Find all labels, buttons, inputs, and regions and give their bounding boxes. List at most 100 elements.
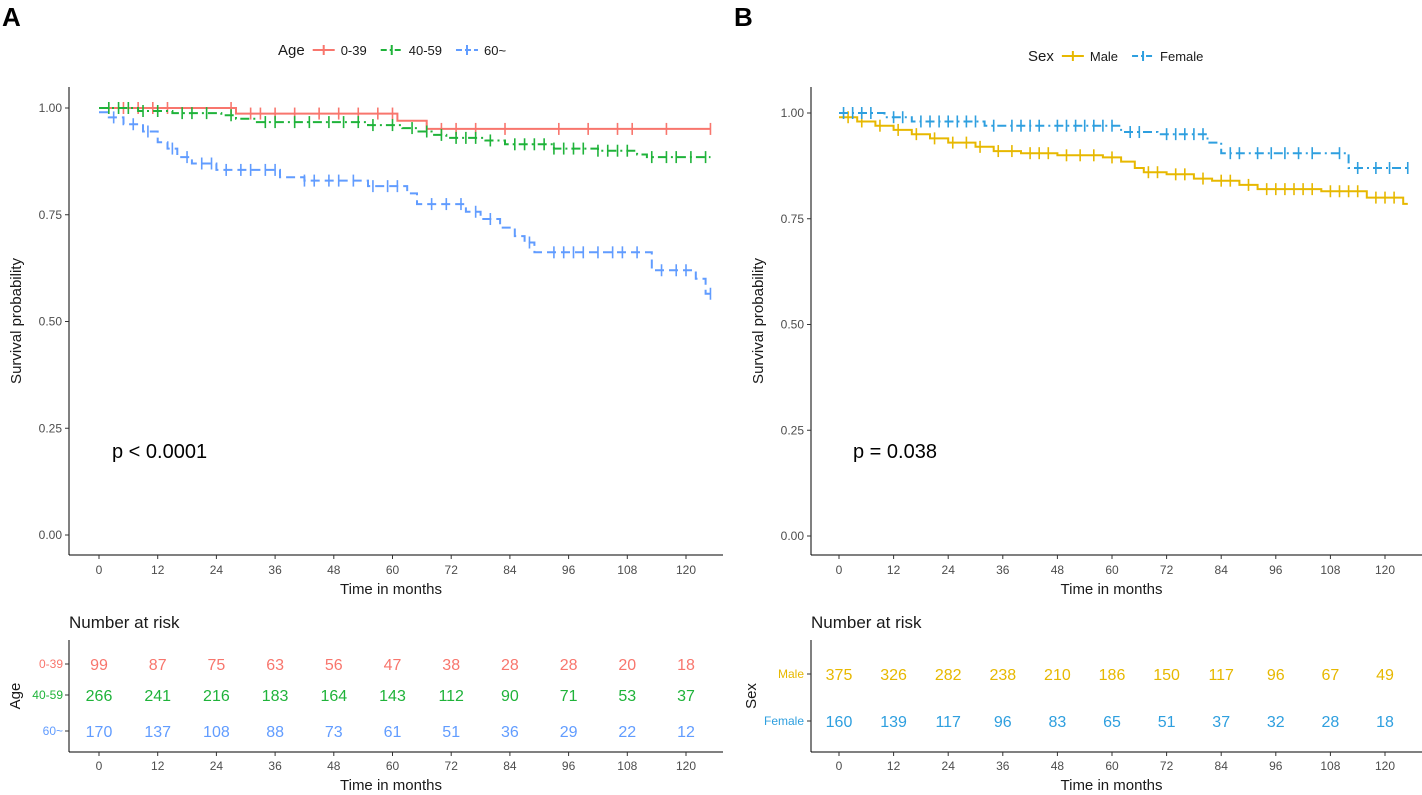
y-tick-label: 0.25	[781, 423, 805, 437]
risk-x-tick-label: 120	[1375, 759, 1395, 773]
x-tick-label: 72	[1160, 563, 1174, 577]
risk-table-title: Number at risk	[69, 613, 180, 632]
risk-x-tick-label: 24	[942, 759, 956, 773]
legend-key-40-59	[380, 45, 403, 55]
y-axis-title: Survival probability	[8, 258, 25, 384]
survival-curve	[839, 112, 1408, 169]
risk-value: 164	[320, 688, 347, 705]
x-tick-label: 36	[996, 563, 1010, 577]
x-tick-label: 60	[1105, 563, 1119, 577]
risk-value: 28	[560, 657, 578, 674]
risk-x-axis-title: Time in months	[340, 777, 442, 794]
risk-x-tick-label: 120	[676, 759, 696, 773]
risk-table: Number at risk Age 0-39 99 87 75 63 56 47 38 28 28 2…	[7, 613, 723, 794]
x-tick-label: 12	[887, 563, 901, 577]
x-tick-label: 0	[96, 563, 103, 577]
panel-letter: B	[734, 2, 753, 32]
legend-label: 40-59	[409, 43, 442, 58]
risk-row-label: 0-39	[39, 657, 63, 671]
risk-x-tick-label: 72	[445, 759, 459, 773]
risk-value: 326	[880, 667, 907, 684]
risk-x-tick-label: 12	[151, 759, 165, 773]
risk-x-tick-label: 108	[617, 759, 637, 773]
risk-x-tick-label: 0	[836, 759, 843, 773]
series-0-39	[99, 102, 712, 135]
risk-value: 139	[880, 714, 907, 731]
risk-value: 112	[438, 688, 464, 705]
y-tick-label: 0.00	[781, 529, 805, 543]
panel-letter: A	[2, 2, 21, 32]
legend-label: 0-39	[341, 43, 367, 58]
risk-value: 90	[501, 688, 519, 705]
risk-value: 96	[1267, 667, 1285, 684]
series-40-59	[99, 102, 711, 164]
series-female	[839, 107, 1409, 174]
risk-value: 186	[1099, 667, 1126, 684]
risk-x-axis-title: Time in months	[1061, 777, 1163, 794]
risk-row-label: Male	[778, 667, 804, 681]
x-tick-label: 72	[445, 563, 459, 577]
risk-value: 73	[325, 724, 343, 741]
risk-value: 108	[203, 724, 230, 741]
risk-value: 28	[501, 657, 519, 674]
y-tick-label: 0.75	[781, 212, 805, 226]
risk-x-tick-label: 24	[210, 759, 224, 773]
x-tick-label: 120	[1375, 563, 1395, 577]
legend-key-female	[1132, 51, 1155, 61]
survival-curve	[99, 111, 711, 295]
risk-value: 29	[560, 724, 578, 741]
risk-x-tick-label: 96	[1269, 759, 1283, 773]
risk-value: 83	[1049, 714, 1067, 731]
risk-value: 38	[442, 657, 460, 674]
risk-value: 241	[144, 688, 171, 705]
risk-value: 37	[677, 688, 695, 705]
survival-curve	[99, 107, 711, 159]
risk-value: 71	[560, 688, 578, 705]
legend: Age 0-39 40-59 60~	[278, 42, 506, 59]
legend-key-0-39	[312, 45, 335, 55]
x-tick-label: 120	[676, 563, 696, 577]
risk-value: 63	[266, 657, 284, 674]
risk-x-tick-label: 84	[1215, 759, 1229, 773]
y-axis-title: Survival probability	[750, 258, 767, 384]
risk-table: Number at risk Sex Male 375 326 282 238 210 186 1…	[743, 613, 1422, 794]
legend-key-60~	[455, 45, 478, 55]
risk-x-tick-label: 36	[268, 759, 282, 773]
risk-x-tick-label: 48	[327, 759, 341, 773]
survival-curve	[99, 107, 711, 130]
risk-x-tick-label: 48	[1051, 759, 1065, 773]
y-tick-label: 0.00	[39, 528, 63, 542]
y-tick-label: 1.00	[781, 106, 805, 120]
risk-value: 216	[203, 688, 230, 705]
y-tick-label: 0.25	[39, 421, 63, 435]
risk-value: 183	[262, 688, 289, 705]
risk-value: 51	[1158, 714, 1176, 731]
x-axis-title: Time in months	[1061, 581, 1163, 598]
risk-value: 47	[384, 657, 402, 674]
risk-value: 22	[618, 724, 636, 741]
x-tick-label: 60	[386, 563, 400, 577]
x-tick-label: 24	[942, 563, 956, 577]
risk-x-tick-label: 60	[1105, 759, 1119, 773]
risk-value: 53	[618, 688, 636, 705]
risk-value: 36	[501, 724, 519, 741]
x-tick-label: 96	[1269, 563, 1283, 577]
legend-label: Female	[1160, 49, 1203, 64]
risk-value: 12	[677, 724, 695, 741]
x-tick-label: 108	[1320, 563, 1340, 577]
risk-value: 18	[1376, 714, 1394, 731]
p-value: p = 0.038	[853, 441, 937, 463]
legend: Sex Male Female	[1028, 48, 1203, 65]
panel-a: A Age 0-39 40-59 60~ 0.00 0.25 0.50 0.75 1.00 0 12 2…	[2, 2, 723, 794]
legend-key-male	[1061, 51, 1084, 61]
risk-x-tick-label: 60	[386, 759, 400, 773]
risk-value: 117	[935, 714, 961, 731]
risk-value: 137	[144, 724, 171, 741]
risk-value: 32	[1267, 714, 1285, 731]
risk-row-label: 60~	[43, 724, 63, 738]
risk-strata-title: Age	[7, 683, 24, 710]
x-axis-title: Time in months	[340, 581, 442, 598]
p-value: p < 0.0001	[112, 441, 207, 463]
risk-strata-title: Sex	[743, 683, 760, 709]
series-60~	[99, 111, 712, 300]
